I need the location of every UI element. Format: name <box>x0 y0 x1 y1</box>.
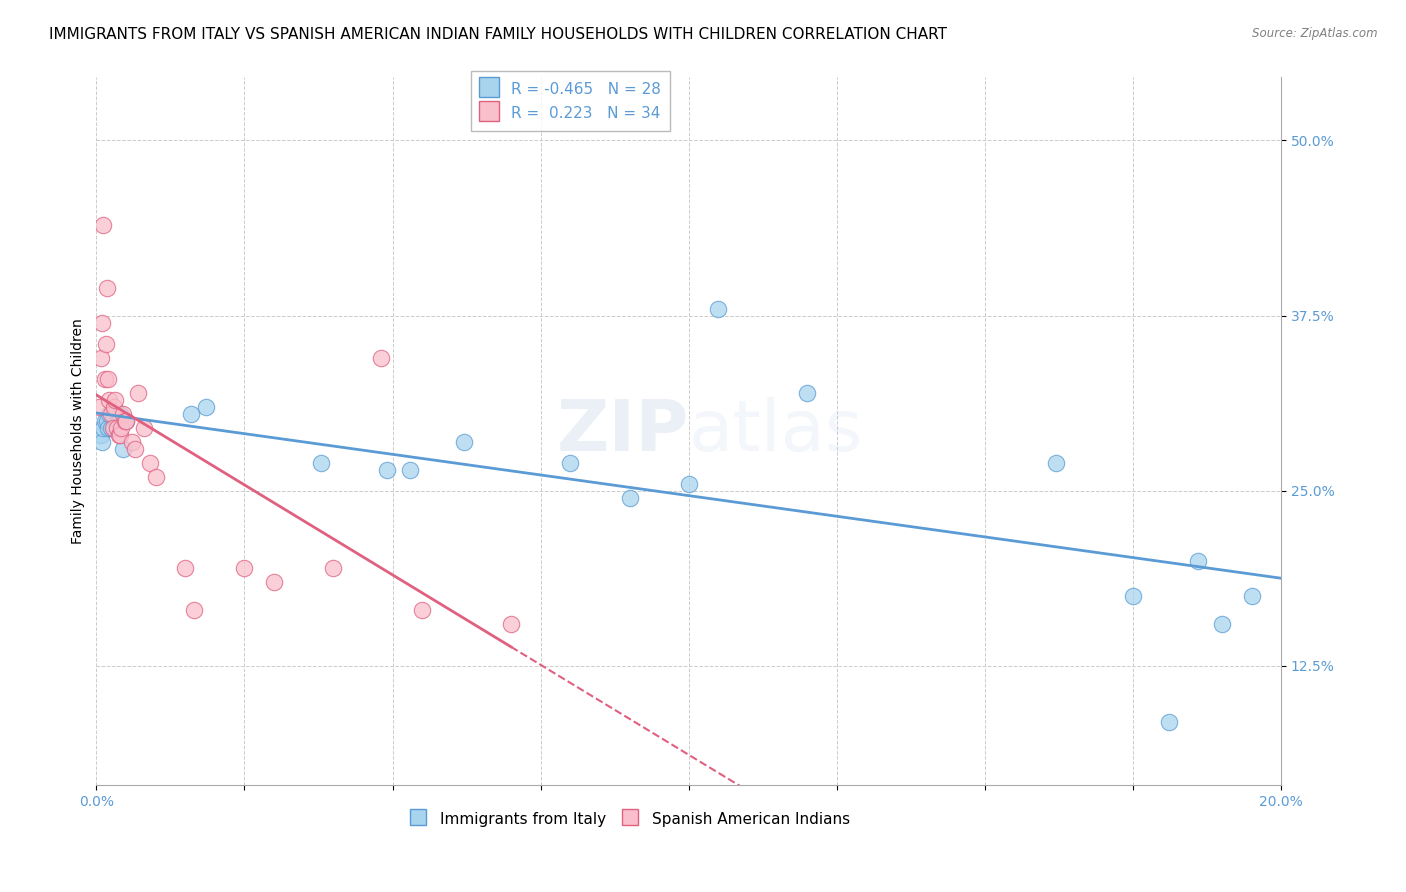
Point <box>111 407 134 421</box>
Point <box>678 476 700 491</box>
Point <box>194 400 217 414</box>
Point <box>145 470 167 484</box>
Point <box>96 280 118 294</box>
Point <box>1211 616 1233 631</box>
Point <box>108 427 131 442</box>
Point <box>707 301 730 316</box>
Point <box>375 463 398 477</box>
Point <box>114 414 136 428</box>
Point <box>105 421 128 435</box>
Point <box>127 385 149 400</box>
Point <box>132 421 155 435</box>
Point <box>103 400 125 414</box>
Point <box>1045 456 1067 470</box>
Point <box>96 414 118 428</box>
Point <box>411 603 433 617</box>
Point <box>103 421 125 435</box>
Point <box>100 421 122 435</box>
Point <box>453 434 475 449</box>
Text: Source: ZipAtlas.com: Source: ZipAtlas.com <box>1253 27 1378 40</box>
Point <box>180 407 202 421</box>
Point <box>98 407 121 421</box>
Point <box>90 427 112 442</box>
Point <box>174 561 197 575</box>
Point <box>108 407 131 421</box>
Point <box>560 456 582 470</box>
Point <box>89 400 111 414</box>
Point <box>796 385 818 400</box>
Point <box>101 407 124 421</box>
Point <box>115 414 138 428</box>
Text: IMMIGRANTS FROM ITALY VS SPANISH AMERICAN INDIAN FAMILY HOUSEHOLDS WITH CHILDREN: IMMIGRANTS FROM ITALY VS SPANISH AMERICA… <box>49 27 948 42</box>
Point <box>94 414 117 428</box>
Point <box>91 434 114 449</box>
Point <box>263 574 285 589</box>
Point <box>499 616 522 631</box>
Point <box>1187 554 1209 568</box>
Point <box>97 372 120 386</box>
Point <box>124 442 146 456</box>
Point <box>1157 714 1180 729</box>
Point <box>104 392 127 407</box>
Point <box>311 456 333 470</box>
Point <box>138 456 160 470</box>
Point <box>97 421 120 435</box>
Text: ZIP: ZIP <box>557 397 689 466</box>
Point <box>121 434 143 449</box>
Point <box>370 351 392 365</box>
Point <box>183 603 205 617</box>
Point <box>322 561 344 575</box>
Point <box>90 351 112 365</box>
Point <box>91 316 114 330</box>
Point <box>110 421 132 435</box>
Point <box>111 442 134 456</box>
Point <box>101 421 124 435</box>
Point <box>108 427 131 442</box>
Point <box>399 463 422 477</box>
Point <box>94 336 117 351</box>
Legend: Immigrants from Italy, Spanish American Indians: Immigrants from Italy, Spanish American … <box>404 805 856 834</box>
Point <box>108 414 131 428</box>
Point <box>93 218 115 232</box>
Point <box>94 372 117 386</box>
Text: atlas: atlas <box>689 397 863 466</box>
Point <box>1240 589 1263 603</box>
Point <box>98 392 121 407</box>
Point <box>105 414 128 428</box>
Point <box>1122 589 1144 603</box>
Point <box>115 414 138 428</box>
Y-axis label: Family Households with Children: Family Households with Children <box>72 318 86 544</box>
Point <box>233 561 256 575</box>
Point <box>93 421 115 435</box>
Point <box>100 407 122 421</box>
Point <box>619 491 641 505</box>
